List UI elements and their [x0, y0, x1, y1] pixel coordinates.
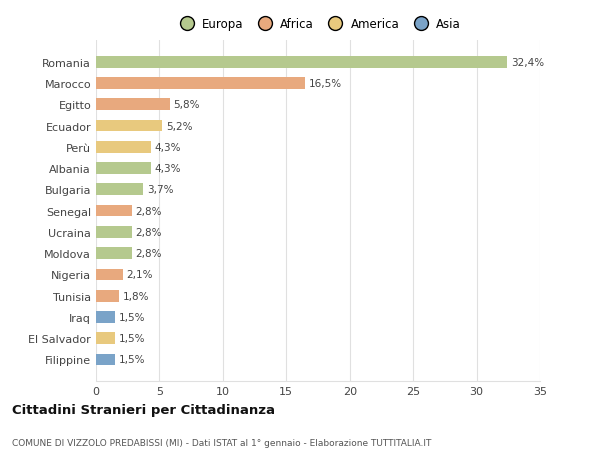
- Text: 4,3%: 4,3%: [154, 164, 181, 174]
- Bar: [96, 163, 151, 174]
- Bar: [96, 205, 131, 217]
- Text: 2,8%: 2,8%: [136, 249, 162, 258]
- Bar: [96, 120, 162, 132]
- Bar: [96, 142, 151, 153]
- Text: Cittadini Stranieri per Cittadinanza: Cittadini Stranieri per Cittadinanza: [12, 403, 275, 416]
- Bar: [96, 78, 305, 90]
- Bar: [96, 290, 119, 302]
- Legend: Europa, Africa, America, Asia: Europa, Africa, America, Asia: [170, 13, 466, 36]
- Text: COMUNE DI VIZZOLO PREDABISSI (MI) - Dati ISTAT al 1° gennaio - Elaborazione TUTT: COMUNE DI VIZZOLO PREDABISSI (MI) - Dati…: [12, 438, 431, 447]
- Text: 5,2%: 5,2%: [166, 121, 192, 131]
- Bar: [96, 248, 131, 259]
- Bar: [96, 333, 115, 344]
- Text: 5,8%: 5,8%: [173, 100, 200, 110]
- Text: 2,1%: 2,1%: [127, 270, 153, 280]
- Text: 1,5%: 1,5%: [119, 355, 145, 365]
- Bar: [96, 311, 115, 323]
- Text: 1,5%: 1,5%: [119, 334, 145, 343]
- Text: 1,5%: 1,5%: [119, 312, 145, 322]
- Text: 16,5%: 16,5%: [309, 79, 342, 89]
- Bar: [96, 184, 143, 196]
- Text: 32,4%: 32,4%: [511, 57, 544, 67]
- Bar: [96, 99, 170, 111]
- Bar: [96, 354, 115, 365]
- Bar: [96, 227, 131, 238]
- Text: 2,8%: 2,8%: [136, 227, 162, 237]
- Text: 2,8%: 2,8%: [136, 206, 162, 216]
- Bar: [96, 57, 507, 68]
- Text: 3,7%: 3,7%: [147, 185, 173, 195]
- Bar: [96, 269, 122, 280]
- Text: 1,8%: 1,8%: [122, 291, 149, 301]
- Text: 4,3%: 4,3%: [154, 142, 181, 152]
